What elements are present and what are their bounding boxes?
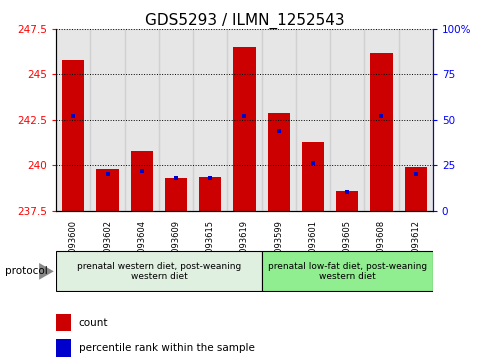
Bar: [295, 29, 329, 211]
Bar: [96, 169, 119, 211]
Bar: [301, 142, 324, 211]
Bar: [130, 151, 153, 211]
Text: protocol: protocol: [5, 266, 47, 276]
Bar: [227, 29, 261, 211]
Title: GDS5293 / ILMN_1252543: GDS5293 / ILMN_1252543: [144, 13, 344, 29]
Bar: [164, 178, 187, 211]
Text: percentile rank within the sample: percentile rank within the sample: [79, 343, 254, 353]
Bar: [56, 339, 71, 357]
Text: prenatal low-fat diet, post-weaning
western diet: prenatal low-fat diet, post-weaning west…: [267, 262, 426, 281]
Bar: [329, 29, 364, 211]
Bar: [398, 29, 432, 211]
Bar: [56, 314, 71, 331]
Polygon shape: [39, 263, 54, 280]
Bar: [267, 113, 289, 211]
Bar: [193, 29, 227, 211]
Text: prenatal western diet, post-weaning
western diet: prenatal western diet, post-weaning west…: [77, 262, 241, 281]
Bar: [56, 29, 90, 211]
Bar: [335, 191, 358, 211]
Bar: [199, 177, 221, 211]
Bar: [233, 47, 255, 211]
Bar: [261, 251, 432, 291]
Bar: [261, 29, 295, 211]
Bar: [364, 29, 398, 211]
Bar: [62, 60, 84, 211]
Bar: [369, 53, 392, 211]
Bar: [56, 251, 261, 291]
Bar: [159, 29, 193, 211]
Bar: [404, 167, 426, 211]
Bar: [90, 29, 124, 211]
Text: count: count: [79, 318, 108, 328]
Bar: [124, 29, 159, 211]
